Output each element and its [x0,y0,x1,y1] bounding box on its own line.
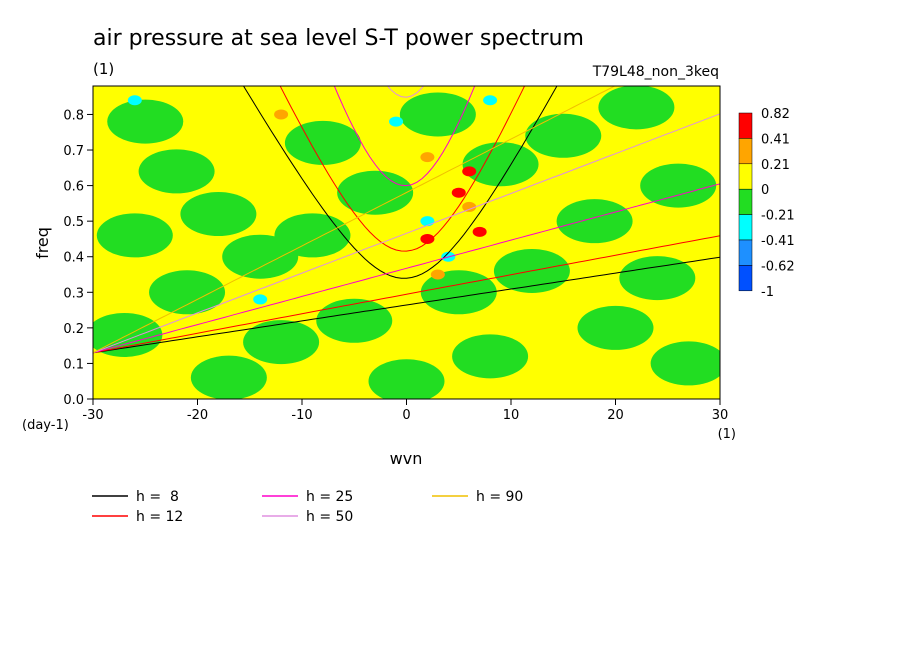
field-patch-red [451,187,466,198]
field-patch-green [149,270,226,315]
dispersion-curves [93,86,720,354]
run-label: T79L48_non_3keq [592,64,719,80]
y-tick-label: 0.3 [63,286,84,301]
y-tick-label: 0.0 [63,393,84,408]
field-patch-orange [462,201,477,212]
curve-h=12 [279,86,526,252]
legend-label: h = 8 [136,489,179,505]
curve-h=25 [333,86,476,187]
x-tick-label: 30 [712,408,729,423]
colorbar-swatch [738,214,753,241]
colorbar-label: 0.21 [761,158,790,173]
colorbar-label: -0.62 [761,259,795,274]
colorbar-swatch [738,112,753,139]
field-patch-cyan [483,95,498,106]
y-tick-label: 0.5 [63,215,84,230]
colorbar-swatch [738,188,753,215]
field-patch-green [190,355,267,399]
colorbar-label: 0.41 [761,132,790,147]
legend: h = 8 h = 25 h = 90 h = 12 h = 50 [92,489,523,525]
field-patch-cyan [127,95,142,106]
field-patch-green [337,170,414,215]
colorbar-swatch [738,138,753,165]
field-patch-green [399,92,476,137]
curve-branch-h=12 [93,235,720,354]
field-patch-red [462,166,477,177]
curve-branch-h=90 [93,86,616,354]
field-patch-green [368,359,445,399]
colorbar: 0.82 0.41 0.21 0 -0.21 -0.41 -0.62 -1 [738,107,795,300]
y-units-label: (day-1) [22,418,69,433]
chart-subtitle: (1) [93,60,114,78]
legend-label: h = 90 [476,489,523,505]
y-axis-label: freq [33,227,52,259]
colorbar-label: 0.82 [761,107,790,122]
y-tick-label: 0.4 [63,251,84,266]
field-patch-orange [430,269,445,280]
field-patch-green [577,305,654,350]
plot-background [93,86,720,399]
field-patch-green [138,149,215,194]
field-patch-green [180,192,257,237]
colorbar-swatch [738,163,753,190]
field-patch-green [243,320,320,365]
x-axis-label: wvn [390,449,423,468]
curve-branch-h=25 [93,183,720,354]
field-patch-green [316,298,393,343]
x-units-label: (1) [718,427,736,442]
field-patch-green [96,213,173,258]
x-tick-label: -30 [82,408,103,423]
y-tick-label: 0.2 [63,322,84,337]
colorbar-label: -1 [761,285,774,300]
field-patch-orange [420,152,435,163]
curve-branch-h=50 [93,113,720,354]
colorbar-swatch [738,239,753,266]
colorbar-label: -0.41 [761,234,795,249]
field-patch-green [452,334,529,379]
field-patch-green [107,99,184,144]
field-patch-green [556,199,633,244]
curve-branch-h=8 [93,256,720,354]
x-axis: -30 -20 -10 0 10 20 30 [82,399,728,423]
x-tick-label: 10 [503,408,520,423]
legend-label: h = 50 [306,509,353,525]
colorbar-label: 0 [761,183,769,198]
legend-label: h = 12 [136,509,183,525]
y-tick-label: 0.8 [63,108,84,123]
field-patch-cyan [420,216,435,227]
field-patch-green [640,163,717,208]
x-tick-label: -20 [187,408,208,423]
legend-label: h = 25 [306,489,353,505]
y-tick-label: 0.1 [63,357,84,372]
field-patch-green [650,341,720,386]
field-patch-green [274,213,351,258]
chart-title: air pressure at sea level S-T power spec… [93,26,584,51]
field-patch-green [619,256,696,301]
field-patch-green [462,142,539,187]
x-tick-label: 0 [402,408,410,423]
y-tick-label: 0.7 [63,144,84,159]
curve-h=50 [386,86,425,98]
field-patch-red [420,233,435,244]
field-patch-red [472,226,487,237]
field-patch-green [598,86,675,130]
y-axis: 0.0 0.1 0.2 0.3 0.4 0.5 0.6 0.7 0.8 [63,108,93,408]
colorbar-label: -0.21 [761,209,795,224]
field-patch-orange [274,109,289,120]
field-patch-green [284,120,361,165]
field-patch-cyan [253,294,268,305]
colorbar-swatch [738,265,753,292]
curve-h=8 [242,86,558,279]
field-patch-cyan [389,116,404,127]
field-patch-green [525,113,602,158]
y-tick-label: 0.6 [63,180,84,195]
x-tick-label: 20 [607,408,624,423]
x-tick-label: -10 [291,408,312,423]
